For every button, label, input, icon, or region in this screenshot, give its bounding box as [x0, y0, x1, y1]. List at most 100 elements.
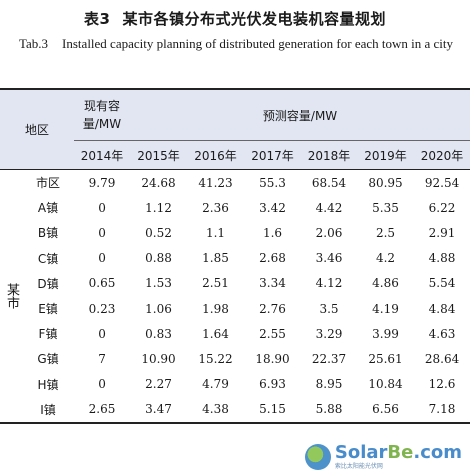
capacity-cell: 0	[98, 200, 106, 215]
table-row: 某市 市区 9.79 24.68 41.23 55.3 68.54 80.95 92.54	[0, 170, 470, 309]
capacity-cell: 1.85	[202, 251, 229, 266]
table-row: A镇 0 1.12 2.36 3.42 4.42 5.35 6.22	[0, 195, 470, 220]
capacity-cell: 3.42	[259, 200, 286, 215]
capacity-cell: 18.90	[255, 351, 290, 366]
capacity-cell: 0.65	[88, 276, 116, 291]
table-row: E镇 0.23 1.06 1.98 2.76 3.5 4.19 4.84	[0, 296, 470, 321]
header-row-main: 地区 现有容量/MW 预测容量/MW	[0, 89, 470, 170]
existing-capacity-header: 现有容量/MW	[74, 89, 131, 141]
capacity-cell: 0.52	[145, 225, 172, 240]
city-label: 某市	[4, 282, 19, 309]
watermark-brand: SolarBe.com	[334, 442, 462, 463]
capacity-cell: 2.68	[259, 251, 286, 266]
year-header: 2018年	[301, 140, 358, 170]
town-name: C镇	[37, 251, 59, 266]
table-number-en: Tab.3	[18, 36, 49, 51]
town-name: E镇	[38, 302, 58, 317]
capacity-cell: 24.68	[141, 175, 176, 190]
table-row: H镇 0 2.27 4.79 6.93 8.95 10.84 12.6	[0, 372, 470, 397]
capacity-cell: 1.06	[145, 301, 172, 316]
capacity-cell: 80.95	[368, 175, 403, 190]
capacity-cell: 0.23	[88, 301, 116, 316]
watermark: SolarBe.com 索比太阳能光伏网	[304, 444, 462, 470]
capacity-cell: 15.22	[198, 351, 233, 366]
capacity-cell: 3.34	[259, 276, 286, 291]
town-name: D镇	[37, 276, 59, 291]
capacity-cell: 7.18	[428, 402, 456, 417]
year-header: 2015年	[130, 140, 188, 170]
capacity-cell: 0	[98, 326, 106, 341]
town-name: H镇	[37, 377, 59, 392]
capacity-cell: 5.35	[372, 200, 399, 215]
capacity-cell: 4.63	[428, 326, 456, 341]
capacity-cell: 3.47	[145, 402, 172, 417]
year-header: 2016年	[187, 140, 245, 170]
year-header: 2020年	[414, 140, 470, 170]
watermark-subtitle: 索比太阳能光伏网	[334, 463, 383, 470]
capacity-cell: 6.56	[372, 402, 399, 417]
capacity-cell: 2.36	[202, 200, 229, 215]
capacity-cell: 92.54	[424, 175, 460, 190]
capacity-cell: 1.64	[202, 326, 229, 341]
capacity-cell: 2.27	[145, 377, 172, 392]
capacity-cell: 22.37	[311, 351, 347, 366]
capacity-cell: 0.83	[145, 326, 172, 341]
capacity-cell: 2.65	[88, 402, 116, 417]
capacity-cell: 12.6	[428, 377, 456, 392]
solarbe-logo-icon	[304, 444, 331, 470]
capacity-cell: 2.5	[375, 225, 396, 240]
capacity-cell: 4.42	[315, 200, 343, 215]
capacity-cell: 2.76	[259, 301, 286, 316]
capacity-cell: 4.12	[315, 276, 343, 291]
town-name: A镇	[37, 201, 59, 216]
year-header: 2014年	[74, 140, 131, 170]
capacity-cell: 3.46	[315, 251, 343, 266]
table-row: G镇 7 10.90 15.22 18.90 22.37 25.61 28.64	[0, 346, 470, 371]
capacity-table: 地区 现有容量/MW 预测容量/MW 2014年 2015年 2016年 2017年 2…	[0, 88, 470, 424]
town-name: I镇	[40, 402, 56, 417]
capacity-cell: 4.84	[428, 301, 456, 316]
capacity-cell: 3.29	[315, 326, 343, 341]
town-name: 市区	[36, 176, 61, 191]
table-title-en: Installed capacity planning of distribut…	[62, 36, 453, 51]
capacity-cell: 2.55	[259, 326, 286, 341]
year-header: 2019年	[357, 140, 415, 170]
capacity-cell: 1.12	[145, 200, 172, 215]
capacity-cell: 1.98	[202, 301, 229, 316]
capacity-cell: 25.61	[368, 351, 403, 366]
town-name: F镇	[38, 327, 58, 342]
capacity-cell: 5.88	[315, 402, 343, 417]
town-name: B镇	[37, 226, 59, 241]
table-caption-zh: 表3 某市各镇分布式光伏发电装机容量规划	[0, 8, 470, 29]
capacity-cell: 8.95	[315, 377, 343, 392]
table-row: D镇 0.65 1.53 2.51 3.34 4.12 4.86 5.54	[0, 271, 470, 296]
capacity-cell: 4.88	[428, 251, 456, 266]
capacity-cell: 1.1	[205, 225, 226, 240]
table-row: C镇 0 0.88 1.85 2.68 3.46 4.2 4.88	[0, 246, 470, 271]
capacity-cell: 4.86	[372, 276, 399, 291]
capacity-cell: 6.22	[428, 200, 456, 215]
capacity-cell: 2.91	[428, 225, 456, 240]
capacity-cell: 4.79	[202, 377, 229, 392]
capacity-cell: 41.23	[198, 175, 233, 190]
capacity-cell: 4.2	[375, 251, 396, 266]
capacity-cell: 10.84	[368, 377, 403, 392]
capacity-cell: 4.19	[372, 301, 399, 316]
table-title-zh: 某市各镇分布式光伏发电装机容量规划	[122, 10, 386, 28]
table-caption-en: Tab.3 Installed capacity planning of dist…	[16, 34, 456, 54]
table-number-zh: 表3	[84, 10, 111, 28]
year-header: 2017年	[244, 140, 302, 170]
capacity-cell: 0	[98, 251, 106, 266]
capacity-cell: 68.54	[311, 175, 347, 190]
capacity-cell: 0	[98, 377, 106, 392]
table-row: B镇 0 0.52 1.1 1.6 2.06 2.5 2.91	[0, 220, 470, 245]
capacity-cell: 5.54	[428, 276, 456, 291]
capacity-cell: 3.99	[372, 326, 399, 341]
watermark-text: SolarBe.com 索比太阳能光伏网	[335, 444, 462, 470]
table-body: 某市 市区 9.79 24.68 41.23 55.3 68.54 80.95 92.54 A镇 0…	[0, 170, 470, 423]
capacity-cell: 10.90	[141, 351, 176, 366]
capacity-cell: 0	[98, 225, 106, 240]
capacity-cell: 1.6	[262, 225, 283, 240]
header-row-years: 2014年 2015年 2016年 2017年 2018年 2019年 2020年	[0, 140, 470, 170]
town-name: G镇	[37, 352, 59, 367]
